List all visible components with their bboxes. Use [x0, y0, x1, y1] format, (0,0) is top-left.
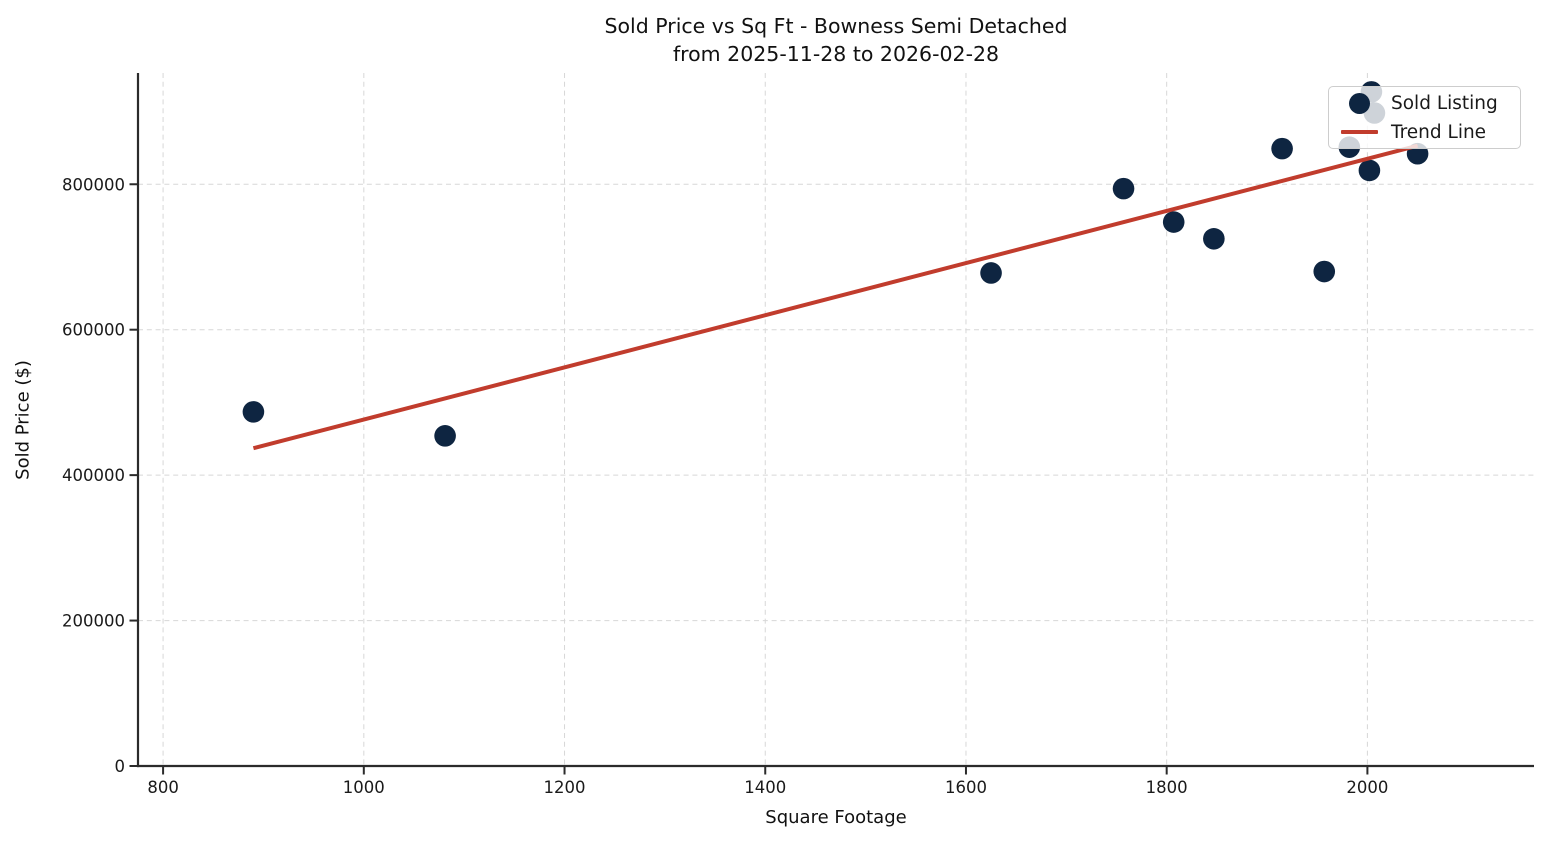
- x-axis-label: Square Footage: [765, 807, 907, 828]
- legend: Sold Listing Trend Line: [1328, 86, 1521, 149]
- x-tick-label: 1000: [343, 778, 385, 797]
- scatter-point: [1271, 137, 1293, 160]
- x-tick-label: 1400: [744, 778, 786, 797]
- legend-item-sold-listing: Sold Listing: [1339, 89, 1520, 117]
- legend-label-trend-line: Trend Line: [1391, 121, 1487, 143]
- x-tick-label: 1200: [544, 778, 586, 797]
- scatter-point: [1162, 211, 1185, 233]
- y-tick-label: 600000: [62, 321, 125, 340]
- legend-item-trend-line: Trend Line: [1339, 118, 1520, 146]
- chart-title-line-2: from 2025-11-28 to 2026-02-28: [672, 42, 1000, 66]
- trend-line-swatch-icon: [1340, 130, 1378, 134]
- scatter-point: [434, 425, 456, 447]
- chart-title: Sold Price vs Sq Ft - Bowness Semi Detac…: [138, 12, 1534, 68]
- y-tick-label: 800000: [62, 175, 125, 194]
- scatter-point: [1112, 177, 1135, 200]
- y-tick-label: 200000: [62, 612, 125, 631]
- scatter-point: [980, 262, 1002, 284]
- sold-listing-dot-icon: [1348, 92, 1370, 114]
- trend-line: [252, 143, 1419, 451]
- legend-label-sold-listing: Sold Listing: [1391, 92, 1498, 114]
- y-tick-label: 0: [115, 757, 126, 776]
- x-tick-label: 800: [147, 778, 179, 797]
- y-axis-label: Sold Price ($): [12, 360, 34, 480]
- scatter-point: [242, 401, 265, 423]
- x-tick-label: 1800: [1146, 778, 1188, 797]
- x-tick-label: 1600: [945, 778, 987, 797]
- scatter-point: [1313, 260, 1336, 283]
- y-tick-label: 400000: [62, 466, 125, 485]
- scatter-point: [1358, 159, 1381, 182]
- scatter-point: [1203, 227, 1225, 250]
- chart-title-line-1: Sold Price vs Sq Ft - Bowness Semi Detac…: [604, 14, 1068, 38]
- x-tick-label: 2000: [1346, 778, 1388, 797]
